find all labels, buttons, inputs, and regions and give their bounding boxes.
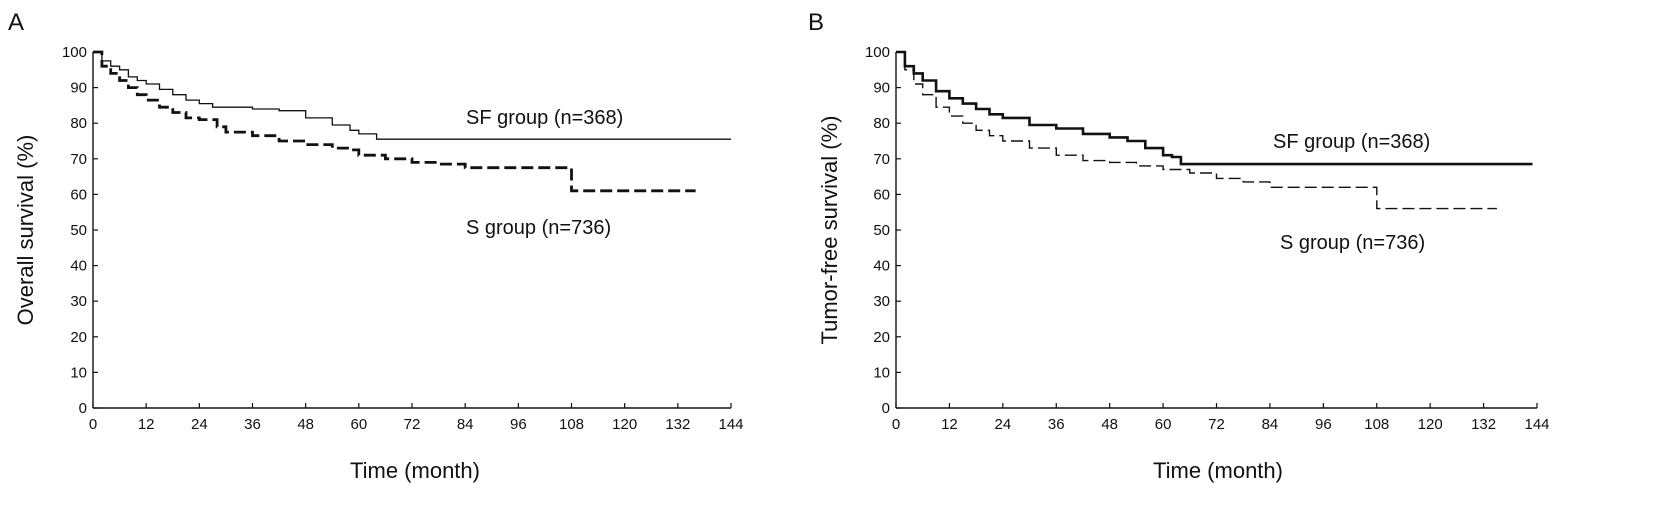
panel-a: A SF group (n=368) S group (n=736) Time … (8, 9, 744, 483)
y-tick-label: 100 (62, 44, 87, 61)
y-tick-label: 60 (873, 186, 890, 203)
x-tick-label: 0 (892, 416, 900, 433)
x-tick-label: 24 (994, 416, 1011, 433)
x-tick-label: 48 (1101, 416, 1118, 433)
y-tick-label: 80 (70, 115, 87, 132)
y-tick-label: 40 (70, 258, 87, 275)
x-tick-label: 84 (457, 416, 474, 433)
x-tick-label: 108 (1364, 416, 1389, 433)
x-tick-label: 60 (1155, 416, 1172, 433)
y-tick-label: 50 (70, 222, 87, 239)
y-tick-label: 20 (70, 329, 87, 346)
x-tick-label: 96 (510, 416, 527, 433)
x-tick-label: 108 (559, 416, 584, 433)
y-tick-label: 10 (873, 364, 890, 381)
x-tick-label: 144 (718, 416, 743, 433)
y-tick-label: 60 (70, 186, 87, 203)
y-tick-label: 40 (873, 258, 890, 275)
y-tick-label: 0 (79, 400, 87, 417)
panel-b: B SF group (n=368) S group (n=736) Time … (808, 9, 1550, 483)
y-tick-label: 30 (873, 293, 890, 310)
x-tick-label: 12 (138, 416, 155, 433)
x-tick-label: 12 (941, 416, 958, 433)
y-tick-label: 90 (70, 80, 87, 97)
s-group-label: S group (n=736) (1280, 232, 1425, 254)
y-tick-label: 20 (873, 329, 890, 346)
y-tick-label: 80 (873, 115, 890, 132)
x-tick-label: 96 (1315, 416, 1332, 433)
panel-letter: B (808, 9, 824, 36)
y-tick-label: 100 (865, 44, 890, 61)
x-tick-label: 36 (244, 416, 261, 433)
x-tick-label: 60 (350, 416, 367, 433)
y-tick-label: 70 (70, 151, 87, 168)
x-tick-label: 48 (297, 416, 314, 433)
series-line-s-group (93, 50, 696, 193)
y-tick-label: 70 (873, 151, 890, 168)
x-tick-label: 132 (1471, 416, 1496, 433)
x-tick-label: 132 (665, 416, 690, 433)
panel-letter: A (8, 9, 24, 36)
y-tick-label: 0 (882, 400, 890, 417)
x-tick-label: 120 (1418, 416, 1443, 433)
x-axis-title: Time (month) (1153, 458, 1283, 483)
series-line-sf-group (93, 51, 731, 140)
series-line-s-group (896, 51, 1497, 210)
y-axis-title: Overall survival (%) (13, 135, 38, 326)
y-tick-label: 10 (70, 364, 87, 381)
y-tick-label: 90 (873, 80, 890, 97)
x-axis-title: Time (month) (350, 458, 480, 483)
y-tick-label: 50 (873, 222, 890, 239)
series-line-sf-group (896, 50, 1533, 166)
x-tick-label: 72 (1208, 416, 1225, 433)
s-group-label: S group (n=736) (466, 217, 611, 239)
y-tick-label: 30 (70, 293, 87, 310)
x-tick-label: 36 (1048, 416, 1065, 433)
x-tick-label: 84 (1262, 416, 1279, 433)
x-tick-label: 24 (191, 416, 208, 433)
sf-group-label: SF group (n=368) (466, 107, 623, 129)
sf-group-label: SF group (n=368) (1273, 131, 1430, 153)
x-tick-label: 144 (1524, 416, 1549, 433)
x-tick-label: 0 (89, 416, 97, 433)
x-tick-label: 120 (612, 416, 637, 433)
x-tick-label: 72 (404, 416, 421, 433)
y-axis-title: Tumor-free survival (%) (817, 116, 842, 345)
